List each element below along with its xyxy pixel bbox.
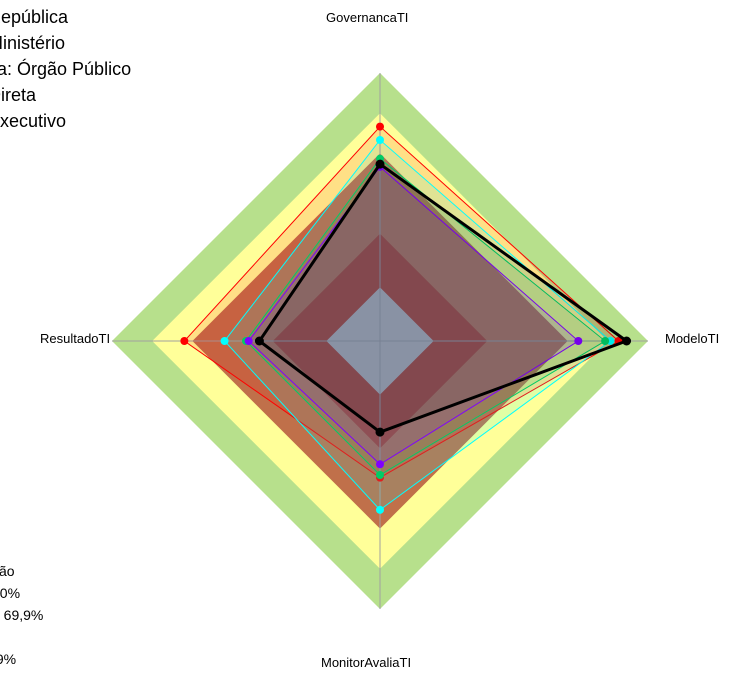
data-point (254, 336, 264, 346)
axis-label-resultadoti: ResultadoTI (40, 331, 111, 346)
legend-top: República Ministério ca: Órgão Público D… (0, 4, 131, 134)
axis-label-modeloti: ModeloTI (665, 331, 720, 346)
data-point (376, 136, 384, 144)
legend-line: a 69,9% (0, 607, 44, 623)
legend-line: Direta (0, 85, 37, 105)
legend-line: Executivo (0, 111, 67, 131)
legend-bottom: ção 00% a 69,9% ,9% (0, 560, 43, 670)
legend-line: Ministério (0, 33, 66, 53)
data-point (376, 122, 384, 131)
data-point (574, 337, 583, 345)
axis-label-governancati: GovernancaTI (326, 10, 409, 25)
data-point (375, 159, 385, 169)
data-point (376, 471, 384, 479)
legend-line: ,9% (0, 651, 17, 667)
legend-line: República (0, 7, 69, 27)
data-point (220, 337, 229, 345)
data-point (376, 505, 384, 514)
data-point (375, 427, 385, 437)
data-point (376, 460, 384, 469)
legend-line: ção (0, 563, 15, 579)
series-2 (242, 154, 610, 479)
legend-line: 00% (0, 585, 21, 601)
data-point (244, 337, 253, 345)
data-point (601, 337, 610, 345)
axis-label-monitoravaliati: MonitorAvaliaTI (321, 655, 412, 670)
data-point (180, 337, 189, 345)
series-4 (254, 159, 632, 437)
data-point (622, 336, 632, 346)
legend-line: ca: Órgão Público (0, 59, 132, 79)
